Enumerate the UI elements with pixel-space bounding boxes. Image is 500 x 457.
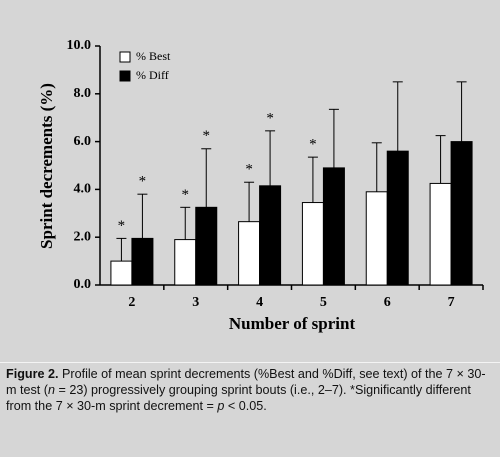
y-tick-label: 4.0 (74, 182, 92, 197)
x-axis-title: Number of sprint (229, 314, 356, 333)
significance-mark: * (266, 110, 274, 126)
significance-mark: * (203, 128, 211, 144)
bar (450, 141, 473, 286)
divider (0, 362, 500, 363)
bar (301, 202, 324, 286)
bar (174, 239, 197, 286)
significance-mark: * (309, 137, 317, 153)
significance-mark: * (139, 174, 147, 190)
chart: Sprint decrements (%) Number of sprint 0… (37, 38, 484, 333)
bar (131, 237, 154, 286)
legend-label: % Best (136, 49, 171, 63)
caption-italic: p (217, 399, 225, 413)
significance-mark: * (182, 187, 190, 203)
y-tick-label: 2.0 (74, 229, 92, 244)
x-tick-label: 2 (128, 295, 135, 310)
legend-swatch (119, 51, 131, 63)
x-tick-label: 4 (256, 295, 263, 310)
significance-mark: * (118, 218, 126, 234)
x-tick-label: 6 (384, 295, 391, 310)
bar (429, 182, 452, 286)
y-tick-label: 8.0 (74, 86, 92, 101)
legend-label: % Diff (136, 68, 169, 82)
significance-mark: * (245, 162, 253, 178)
legend-swatch (119, 70, 131, 82)
caption-text: Profile of mean sprint decrements (%Best… (6, 367, 486, 397)
y-tick-label: 6.0 (74, 134, 92, 149)
bar (110, 260, 133, 286)
caption-italic: n (47, 383, 55, 397)
x-tick-label: 5 (320, 295, 327, 310)
caption: Figure 2. Profile of mean sprint decreme… (6, 366, 492, 414)
bar (195, 206, 218, 286)
caption-text: = 23) progressively grouping sprint bout… (6, 383, 471, 413)
bar (259, 185, 282, 286)
x-tick-label: 3 (192, 295, 199, 310)
y-axis-title: Sprint decrements (%) (37, 83, 56, 249)
bar (365, 191, 388, 286)
caption-text: < 0.05. (224, 399, 267, 413)
bar (238, 221, 261, 286)
y-tick-label: 10.0 (67, 38, 92, 53)
caption-label: Figure 2. (6, 367, 59, 381)
x-tick-label: 7 (448, 295, 455, 310)
bar (386, 150, 409, 286)
bar (322, 167, 345, 286)
y-tick-label: 0.0 (74, 277, 92, 292)
